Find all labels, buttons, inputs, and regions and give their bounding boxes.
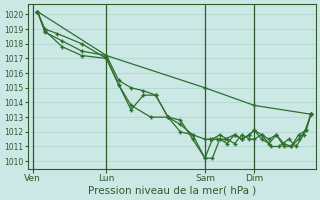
X-axis label: Pression niveau de la mer( hPa ): Pression niveau de la mer( hPa ) [88, 186, 256, 196]
